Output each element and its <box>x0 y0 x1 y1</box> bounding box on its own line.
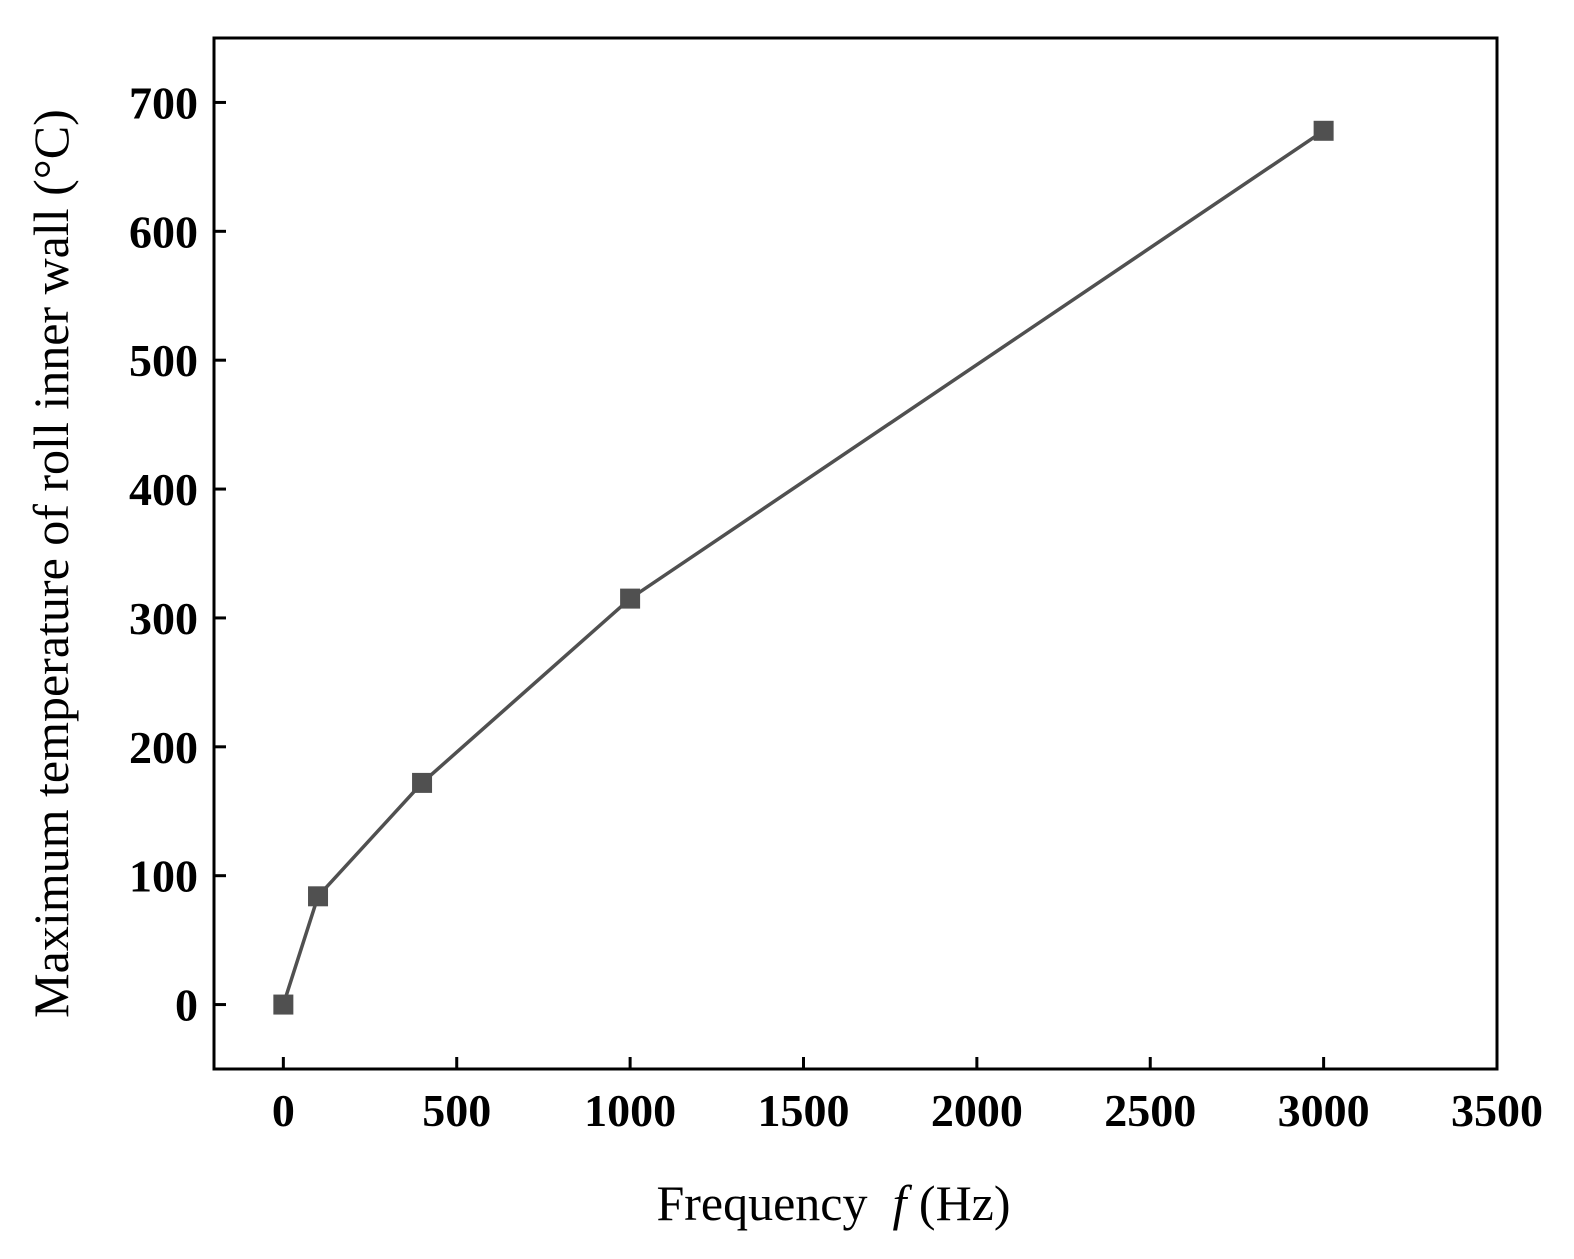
y-tick-label: 600 <box>129 206 198 257</box>
x-tick-label: 1000 <box>584 1085 676 1136</box>
x-tick-label: 1500 <box>757 1085 849 1136</box>
x-tick-label: 0 <box>272 1085 295 1136</box>
x-tick-label: 500 <box>422 1085 491 1136</box>
plot-frame <box>212 36 1499 1071</box>
series-line <box>281 129 1325 1006</box>
y-tick-label: 200 <box>129 722 198 773</box>
data-point-marker <box>1313 120 1334 141</box>
x-tick-label: 3500 <box>1451 1085 1543 1136</box>
axis-ticks: 0 500 1000 1500 2000 2500 3000 3500 0 100 200 300 40… <box>129 77 1543 1136</box>
y-tick-label: 0 <box>175 980 198 1031</box>
y-axis-title: Maximum temperature of roll inner wall (… <box>23 109 79 1018</box>
x-axis-title-unit: (Hz) <box>906 1175 1010 1231</box>
data-point-marker <box>273 994 294 1015</box>
data-point-marker <box>308 886 329 907</box>
y-tick-label: 100 <box>129 851 198 902</box>
x-tick-label: 3000 <box>1278 1085 1370 1136</box>
y-tick-label: 500 <box>129 335 198 386</box>
x-tick-label: 2500 <box>1104 1085 1196 1136</box>
y-tick-label: 300 <box>129 593 198 644</box>
x-tick-label: 2000 <box>931 1085 1023 1136</box>
data-point-marker <box>412 772 433 793</box>
x-axis-title: Frequency f (Hz) <box>656 1175 1010 1231</box>
y-tick-label: 700 <box>129 77 198 128</box>
data-series <box>273 120 1334 1015</box>
x-axis-title-prefix: Frequency <box>656 1175 892 1231</box>
data-point-marker <box>620 588 641 609</box>
y-tick-label: 400 <box>129 464 198 515</box>
